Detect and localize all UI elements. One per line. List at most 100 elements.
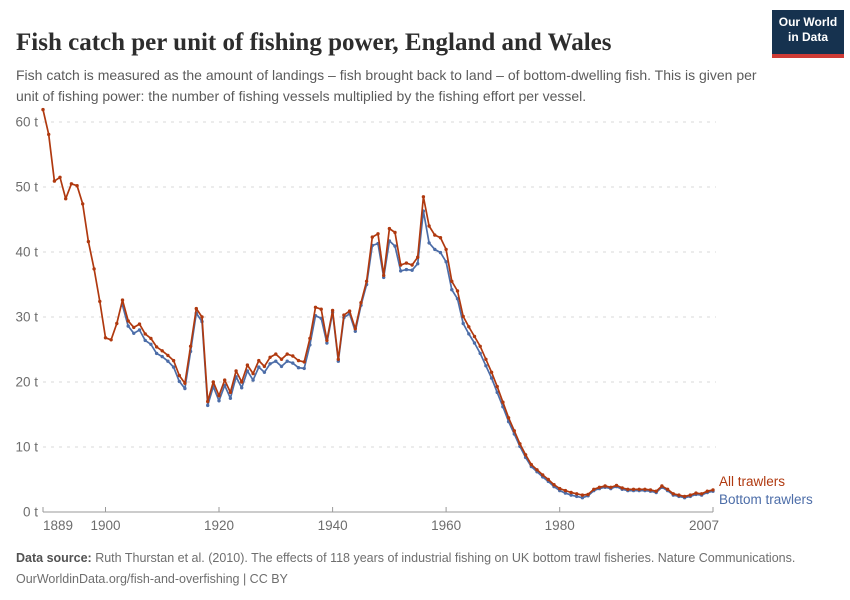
data-point-bottom-trawlers bbox=[489, 376, 494, 380]
data-point-bottom-trawlers bbox=[325, 341, 329, 345]
data-point-all-trawlers bbox=[109, 338, 113, 342]
owid-logo-line1: Our World bbox=[778, 15, 838, 29]
data-point-all-trawlers bbox=[143, 332, 147, 336]
data-point-all-trawlers bbox=[200, 315, 204, 319]
data-point-all-trawlers bbox=[603, 484, 607, 488]
data-point-all-trawlers bbox=[523, 453, 528, 457]
data-point-all-trawlers bbox=[268, 355, 272, 359]
data-point-all-trawlers bbox=[529, 462, 533, 467]
owid-logo: Our World in Data bbox=[772, 10, 844, 58]
data-point-all-trawlers bbox=[115, 321, 119, 326]
data-point-all-trawlers bbox=[364, 279, 369, 283]
data-point-all-trawlers bbox=[387, 226, 392, 231]
data-point-all-trawlers bbox=[427, 224, 431, 228]
data-point-all-trawlers bbox=[92, 267, 96, 271]
data-point-bottom-trawlers bbox=[569, 493, 573, 497]
data-point-all-trawlers bbox=[98, 299, 102, 304]
data-point-all-trawlers bbox=[699, 492, 704, 496]
data-point-all-trawlers bbox=[648, 488, 653, 492]
y-axis-tick-label: 30 t bbox=[15, 310, 38, 325]
data-point-bottom-trawlers bbox=[399, 269, 403, 273]
data-point-all-trawlers bbox=[347, 309, 352, 313]
data-point-all-trawlers bbox=[359, 301, 363, 305]
license-line: OurWorldinData.org/fish-and-overfishing … bbox=[16, 572, 288, 586]
data-point-all-trawlers bbox=[154, 345, 159, 349]
data-point-all-trawlers bbox=[433, 233, 437, 237]
x-axis-tick-label: 1920 bbox=[204, 518, 234, 533]
data-point-bottom-trawlers bbox=[137, 328, 142, 332]
data-point-all-trawlers bbox=[103, 336, 108, 340]
data-source-label: Data source: bbox=[16, 551, 92, 565]
data-point-bottom-trawlers bbox=[177, 379, 181, 384]
data-point-all-trawlers bbox=[478, 344, 482, 348]
data-point-all-trawlers bbox=[541, 473, 545, 477]
data-point-all-trawlers bbox=[251, 371, 255, 376]
data-point-all-trawlers bbox=[257, 358, 261, 363]
data-point-all-trawlers bbox=[137, 322, 142, 326]
data-point-all-trawlers bbox=[637, 487, 641, 491]
data-point-all-trawlers bbox=[399, 263, 403, 267]
data-point-all-trawlers bbox=[69, 182, 74, 186]
data-point-bottom-trawlers bbox=[438, 250, 443, 255]
data-point-bottom-trawlers bbox=[160, 354, 164, 359]
data-point-all-trawlers bbox=[325, 338, 329, 343]
data-point-bottom-trawlers bbox=[302, 366, 306, 371]
data-source-text: Ruth Thurstan et al. (2010). The effects… bbox=[91, 551, 796, 565]
data-point-all-trawlers bbox=[313, 305, 318, 309]
data-point-all-trawlers bbox=[353, 327, 357, 331]
data-point-bottom-trawlers bbox=[444, 260, 448, 264]
data-point-all-trawlers bbox=[81, 202, 85, 206]
data-point-all-trawlers bbox=[330, 308, 335, 313]
data-point-all-trawlers bbox=[450, 279, 454, 283]
data-point-all-trawlers bbox=[296, 358, 301, 363]
data-point-all-trawlers bbox=[177, 373, 181, 378]
data-point-all-trawlers bbox=[654, 489, 658, 493]
data-point-all-trawlers bbox=[660, 484, 664, 488]
data-point-all-trawlers bbox=[319, 307, 323, 311]
data-point-all-trawlers bbox=[467, 325, 471, 329]
data-point-all-trawlers bbox=[228, 390, 233, 395]
data-point-all-trawlers bbox=[274, 352, 278, 356]
data-point-bottom-trawlers bbox=[296, 366, 301, 370]
y-axis-tick-label: 0 t bbox=[23, 505, 38, 520]
data-point-bottom-trawlers bbox=[279, 364, 284, 369]
data-point-all-trawlers bbox=[416, 255, 420, 259]
data-point-bottom-trawlers bbox=[268, 362, 272, 366]
y-axis-tick-label: 60 t bbox=[15, 115, 38, 130]
data-point-all-trawlers bbox=[444, 247, 448, 252]
data-point-all-trawlers bbox=[512, 429, 516, 433]
data-point-bottom-trawlers bbox=[416, 262, 420, 266]
data-point-all-trawlers bbox=[223, 378, 227, 382]
data-point-all-trawlers bbox=[194, 306, 198, 311]
chart-subtitle: Fish catch is measured as the amount of … bbox=[16, 67, 757, 104]
data-point-bottom-trawlers bbox=[274, 359, 278, 363]
data-point-bottom-trawlers bbox=[171, 365, 176, 369]
data-point-bottom-trawlers bbox=[484, 364, 488, 368]
data-point-bottom-trawlers bbox=[206, 403, 210, 408]
data-point-bottom-trawlers bbox=[251, 378, 255, 382]
data-point-all-trawlers bbox=[665, 487, 670, 491]
data-point-all-trawlers bbox=[336, 357, 340, 361]
x-axis-tick-label: 1960 bbox=[431, 518, 461, 533]
series-line-all-trawlers bbox=[42, 109, 714, 498]
data-point-all-trawlers bbox=[47, 132, 51, 137]
data-point-all-trawlers bbox=[501, 400, 505, 404]
chart-footer: Data source: Ruth Thurstan et al. (2010)… bbox=[16, 548, 836, 590]
data-point-all-trawlers bbox=[614, 483, 619, 488]
page-title: Fish catch per unit of fishing power, En… bbox=[16, 28, 612, 56]
data-point-bottom-trawlers bbox=[433, 247, 437, 252]
x-axis-tick-label: 1980 bbox=[545, 518, 575, 533]
data-point-bottom-trawlers bbox=[149, 342, 153, 346]
data-point-bottom-trawlers bbox=[495, 390, 499, 395]
data-point-all-trawlers bbox=[183, 381, 187, 385]
data-point-all-trawlers bbox=[370, 235, 374, 239]
data-point-all-trawlers bbox=[682, 494, 687, 499]
data-point-all-trawlers bbox=[586, 492, 590, 497]
data-point-bottom-trawlers bbox=[563, 491, 568, 495]
data-point-all-trawlers bbox=[518, 442, 522, 446]
data-point-all-trawlers bbox=[285, 352, 289, 356]
data-point-bottom-trawlers bbox=[450, 288, 454, 292]
data-point-all-trawlers bbox=[308, 336, 312, 341]
data-point-bottom-trawlers bbox=[353, 329, 357, 333]
